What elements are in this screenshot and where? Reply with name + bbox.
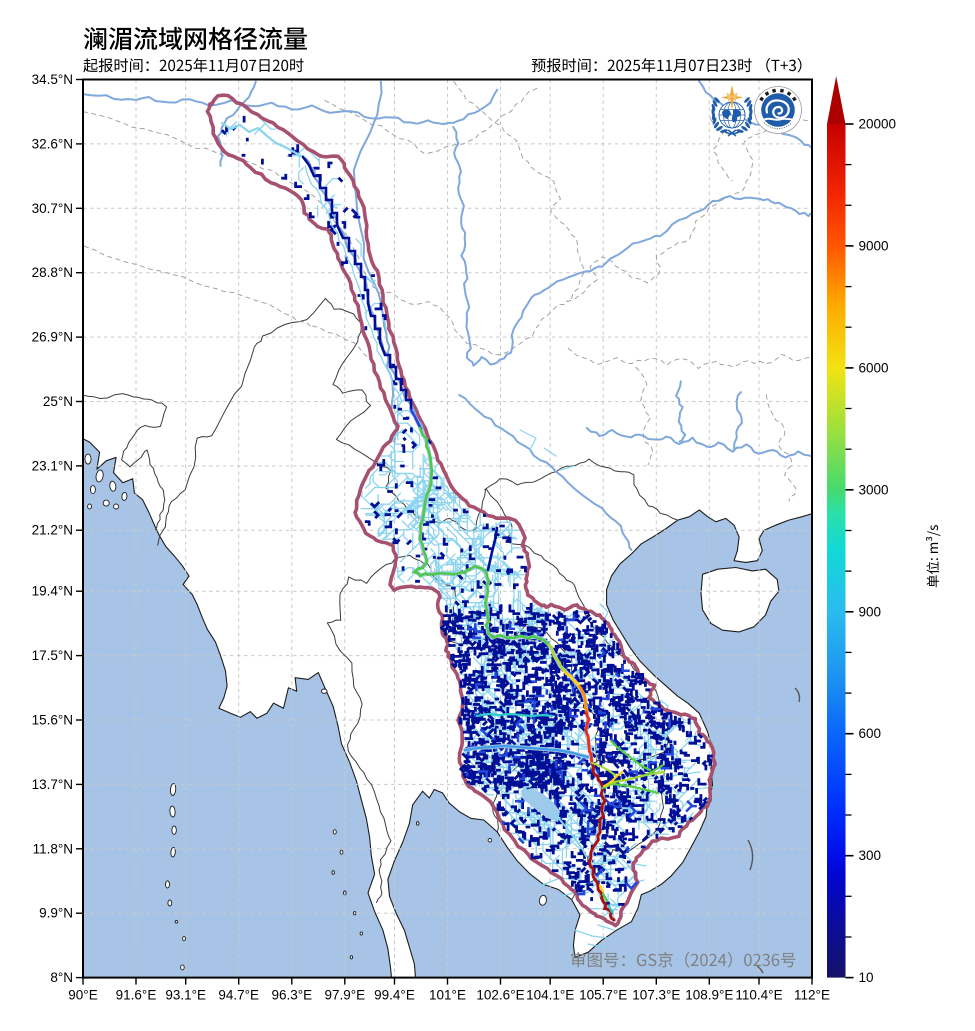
svg-text:110.4°E: 110.4°E: [735, 988, 782, 1003]
svg-text:9000: 9000: [859, 238, 889, 253]
svg-text:13.7°N: 13.7°N: [32, 777, 73, 792]
svg-text:3000: 3000: [859, 482, 889, 497]
svg-text:107.3°E: 107.3°E: [632, 988, 680, 1003]
svg-text:900: 900: [859, 604, 882, 619]
svg-text:97.9°E: 97.9°E: [324, 988, 365, 1003]
svg-text:108.9°E: 108.9°E: [685, 988, 733, 1003]
svg-text:112°E: 112°E: [794, 988, 830, 1003]
svg-text:23.1°N: 23.1°N: [32, 458, 73, 473]
svg-text:25°N: 25°N: [43, 394, 73, 409]
svg-text:96.3°E: 96.3°E: [271, 988, 312, 1003]
svg-text:10: 10: [859, 970, 874, 985]
svg-text:28.8°N: 28.8°N: [32, 265, 73, 280]
svg-text:99.4°E: 99.4°E: [374, 988, 415, 1003]
svg-text:26.9°N: 26.9°N: [32, 330, 73, 345]
svg-text:34.5°N: 34.5°N: [32, 72, 73, 87]
svg-text:101°E: 101°E: [429, 988, 466, 1003]
svg-text:32.6°N: 32.6°N: [32, 136, 73, 151]
svg-text:30.7°N: 30.7°N: [32, 201, 73, 216]
svg-text:9.9°N: 9.9°N: [39, 906, 73, 921]
svg-text:17.5°N: 17.5°N: [32, 648, 73, 663]
svg-text:90°E: 90°E: [68, 988, 97, 1003]
svg-text:19.4°N: 19.4°N: [32, 584, 73, 599]
svg-text:15.6°N: 15.6°N: [32, 713, 73, 728]
svg-text:300: 300: [859, 848, 882, 863]
svg-text:91.6°E: 91.6°E: [116, 988, 157, 1003]
svg-text:94.7°E: 94.7°E: [218, 988, 259, 1003]
svg-text:105.7°E: 105.7°E: [579, 988, 627, 1003]
svg-text:93.1°E: 93.1°E: [165, 988, 206, 1003]
svg-text:6000: 6000: [859, 360, 889, 375]
svg-text:8°N: 8°N: [50, 970, 73, 985]
svg-text:21.2°N: 21.2°N: [32, 523, 73, 538]
svg-text:20000: 20000: [859, 117, 897, 132]
svg-text:104.1°E: 104.1°E: [526, 988, 574, 1003]
svg-text:11.8°N: 11.8°N: [33, 841, 73, 856]
svg-text:600: 600: [859, 726, 882, 741]
svg-text:102.6°E: 102.6°E: [476, 988, 524, 1003]
